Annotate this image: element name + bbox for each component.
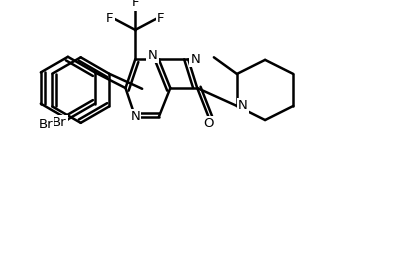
Text: N: N	[238, 99, 248, 113]
Text: N: N	[130, 111, 140, 123]
Text: Br: Br	[39, 118, 53, 131]
Text: F: F	[157, 12, 164, 25]
Text: O: O	[204, 117, 214, 131]
Text: F: F	[131, 0, 139, 10]
Text: F: F	[106, 12, 114, 25]
Text: Br: Br	[52, 116, 67, 129]
Text: N: N	[191, 53, 200, 66]
Text: N: N	[148, 49, 157, 62]
